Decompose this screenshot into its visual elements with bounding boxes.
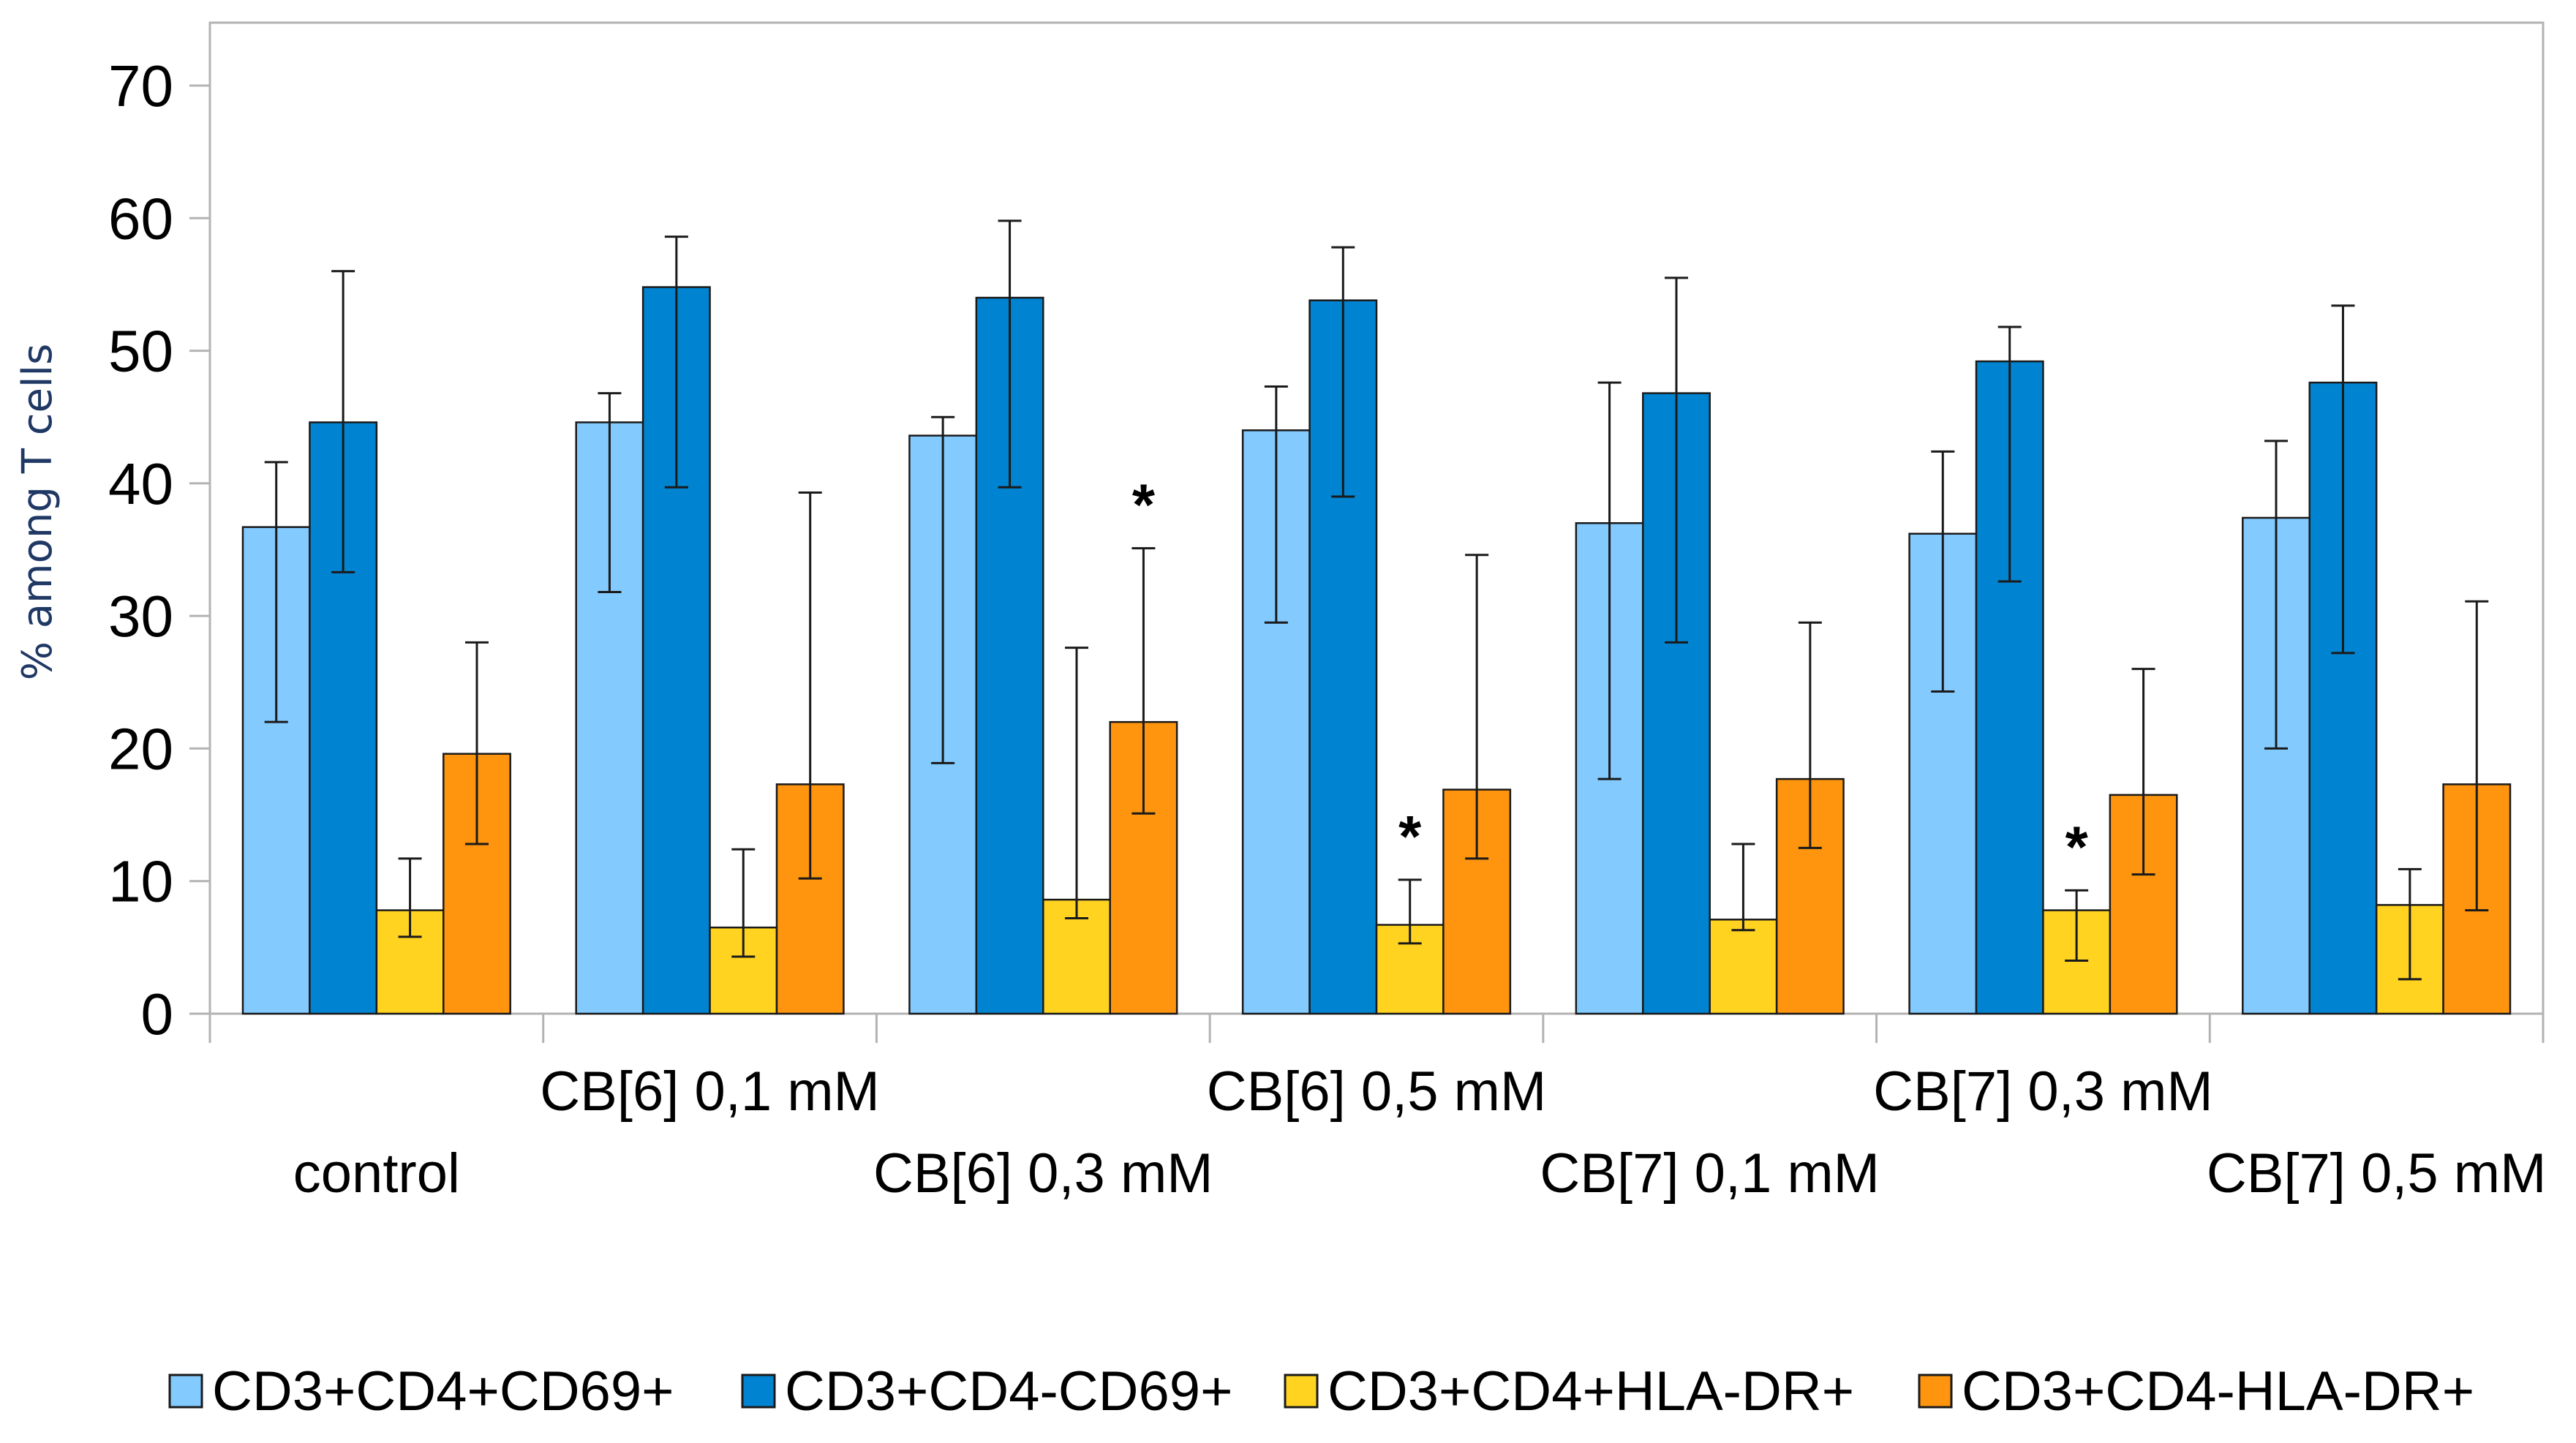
y-tick-label: 50 <box>108 319 173 384</box>
legend-swatch <box>1284 1374 1319 1409</box>
legend-swatch <box>1918 1374 1953 1409</box>
bar <box>1709 919 1778 1015</box>
y-tick-label: 10 <box>108 849 173 914</box>
legend-item: CD3+CD4+HLA-DR+ <box>1284 1360 1854 1423</box>
legend-swatch <box>741 1374 776 1409</box>
y-tick-label: 20 <box>108 716 173 781</box>
legend-label: CD3+CD4-CD69+ <box>785 1360 1232 1423</box>
legend-label: CD3+CD4-HLA-DR+ <box>1962 1360 2474 1423</box>
x-tick-label: CB[7] 0,1 mM <box>1540 1142 1880 1205</box>
legend-item: CD3+CD4-HLA-DR+ <box>1918 1360 2474 1423</box>
x-tick-label: control <box>293 1142 460 1205</box>
legend-item: CD3+CD4+CD69+ <box>168 1360 674 1423</box>
y-axis-label: % among T cells <box>14 344 61 681</box>
y-tick-label: 60 <box>108 186 173 251</box>
legend-label: CD3+CD4+HLA-DR+ <box>1327 1360 1854 1423</box>
legend-item: CD3+CD4-CD69+ <box>741 1360 1232 1423</box>
x-tick-label: CB[6] 0,3 mM <box>873 1142 1213 1205</box>
x-tick-label: CB[6] 0,5 mM <box>1207 1060 1547 1123</box>
y-tick-label: 40 <box>108 451 173 516</box>
x-tick-label: CB[7] 0,5 mM <box>2207 1142 2547 1205</box>
y-tick-label: 0 <box>141 982 174 1047</box>
y-tick-label: 70 <box>108 53 173 118</box>
x-tick-label: CB[6] 0,1 mM <box>540 1060 880 1123</box>
significance-marker: * <box>2065 814 2089 879</box>
x-tick-label: CB[7] 0,3 mM <box>1873 1060 2213 1123</box>
significance-marker: * <box>1398 804 1422 869</box>
y-tick-label: 30 <box>108 584 173 649</box>
legend-swatch <box>168 1374 203 1409</box>
significance-marker: * <box>1132 472 1156 538</box>
legend-label: CD3+CD4+CD69+ <box>212 1360 674 1423</box>
